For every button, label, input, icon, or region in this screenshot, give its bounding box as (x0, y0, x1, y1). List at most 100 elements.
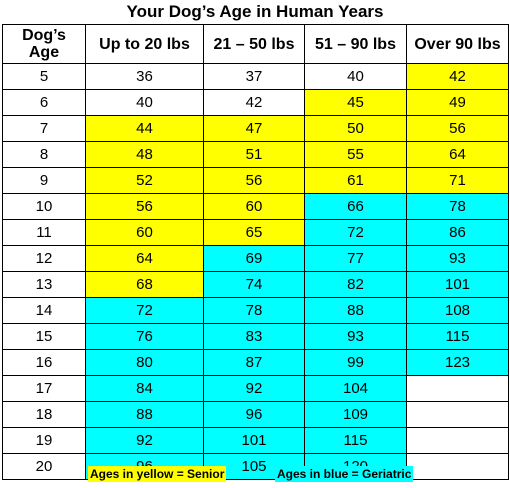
human-age-cell: 80 (85, 349, 204, 376)
table-row: 16 80 87 99 123 (2, 349, 509, 376)
human-age-cell: 45 (304, 89, 407, 116)
header-51-90: 51 – 90 lbs (304, 24, 407, 64)
table-row: 8 48 51 55 64 (2, 141, 509, 168)
human-age-cell (406, 375, 509, 402)
dog-age-cell: 6 (2, 89, 86, 116)
dog-age-cell: 13 (2, 271, 86, 298)
table-body: 5 36 37 40 42 6 40 42 45 49 7 44 47 50 56 8 48 51 55 64 9 52 5… (2, 63, 509, 480)
table-row: 18 88 96 109 (2, 401, 509, 428)
human-age-cell: 65 (203, 219, 305, 246)
header-21-50: 21 – 50 lbs (203, 24, 305, 64)
human-age-cell: 56 (203, 167, 305, 194)
human-age-cell: 74 (203, 271, 305, 298)
header-dog-age: Dog’s Age (2, 24, 86, 64)
dog-age-table: Dog’s Age Up to 20 lbs 21 – 50 lbs 51 – … (2, 24, 509, 480)
table-row: 11 60 65 72 86 (2, 219, 509, 246)
human-age-cell: 104 (304, 375, 407, 402)
human-age-cell: 82 (304, 271, 407, 298)
human-age-cell: 71 (406, 167, 509, 194)
dog-age-cell: 8 (2, 141, 86, 168)
table-row: 9 52 56 61 71 (2, 167, 509, 194)
human-age-cell: 37 (203, 63, 305, 90)
human-age-cell: 96 (203, 401, 305, 428)
human-age-cell: 60 (85, 219, 204, 246)
table-row: 12 64 69 77 93 (2, 245, 509, 272)
dog-age-cell: 7 (2, 115, 86, 142)
human-age-cell: 78 (406, 193, 509, 220)
human-age-cell: 48 (85, 141, 204, 168)
human-age-cell: 115 (406, 323, 509, 350)
human-age-cell: 47 (203, 115, 305, 142)
human-age-cell: 55 (304, 141, 407, 168)
human-age-cell: 42 (203, 89, 305, 116)
header-up-to-20: Up to 20 lbs (85, 24, 204, 64)
human-age-cell: 44 (85, 115, 204, 142)
table-row: 10 56 60 66 78 (2, 193, 509, 220)
human-age-cell: 101 (406, 271, 509, 298)
human-age-cell: 66 (304, 193, 407, 220)
human-age-cell: 93 (406, 245, 509, 272)
human-age-cell: 86 (406, 219, 509, 246)
chart-title: Your Dog’s Age in Human Years (126, 2, 384, 21)
dog-age-cell: 15 (2, 323, 86, 350)
header-row: Dog’s Age Up to 20 lbs 21 – 50 lbs 51 – … (2, 24, 509, 64)
human-age-cell: 64 (85, 245, 204, 272)
table-row: 7 44 47 50 56 (2, 115, 509, 142)
dog-age-cell: 18 (2, 401, 86, 428)
human-age-cell: 99 (304, 349, 407, 376)
human-age-cell: 68 (85, 271, 204, 298)
human-age-cell: 61 (304, 167, 407, 194)
human-age-cell: 123 (406, 349, 509, 376)
table-row: 2096105120 (2, 453, 509, 480)
table-row: 19 92 101 115 (2, 427, 509, 454)
human-age-cell (406, 427, 509, 454)
legend-senior: Ages in yellow = Senior (88, 466, 227, 482)
human-age-cell: 72 (304, 219, 407, 246)
dog-age-cell: 20 (2, 453, 86, 480)
human-age-cell: 88 (85, 401, 204, 428)
dog-age-cell: 16 (2, 349, 86, 376)
human-age-cell: 52 (85, 167, 204, 194)
table-row: 17 84 92 104 (2, 375, 509, 402)
human-age-cell: 72 (85, 297, 204, 324)
human-age-cell: 93 (304, 323, 407, 350)
dog-age-cell: 10 (2, 193, 86, 220)
human-age-cell: 40 (304, 63, 407, 90)
table-row: 13 68 74 82 101 (2, 271, 509, 298)
human-age-cell: 36 (85, 63, 204, 90)
dog-age-cell: 14 (2, 297, 86, 324)
dog-age-cell: 17 (2, 375, 86, 402)
human-age-cell: 101 (203, 427, 305, 454)
table-row: 6 40 42 45 49 (2, 89, 509, 116)
header-over-90: Over 90 lbs (406, 24, 509, 64)
human-age-cell (406, 401, 509, 428)
human-age-cell: 92 (85, 427, 204, 454)
human-age-cell: 92 (203, 375, 305, 402)
human-age-cell: 40 (85, 89, 204, 116)
human-age-cell: 77 (304, 245, 407, 272)
human-age-cell: 83 (203, 323, 305, 350)
human-age-cell: 115 (304, 427, 407, 454)
human-age-cell: 60 (203, 193, 305, 220)
human-age-cell: 109 (304, 401, 407, 428)
table-row: 5 36 37 40 42 (2, 63, 509, 90)
human-age-cell: 108 (406, 297, 509, 324)
dog-age-cell: 12 (2, 245, 86, 272)
table-row: 15 76 83 93 115 (2, 323, 509, 350)
dog-age-cell: 19 (2, 427, 86, 454)
human-age-cell: 64 (406, 141, 509, 168)
human-age-cell: 84 (85, 375, 204, 402)
human-age-cell: 49 (406, 89, 509, 116)
human-age-cell: 78 (203, 297, 305, 324)
human-age-cell: 87 (203, 349, 305, 376)
dog-age-cell: 5 (2, 63, 86, 90)
human-age-cell: 76 (85, 323, 204, 350)
table-row: 14 72 78 88 108 (2, 297, 509, 324)
dog-age-cell: 9 (2, 167, 86, 194)
human-age-cell: 51 (203, 141, 305, 168)
human-age-cell: 69 (203, 245, 305, 272)
legend-geriatric: Ages in blue = Geriatric (275, 466, 414, 482)
human-age-cell: 50 (304, 115, 407, 142)
human-age-cell (406, 453, 509, 480)
human-age-cell: 42 (406, 63, 509, 90)
